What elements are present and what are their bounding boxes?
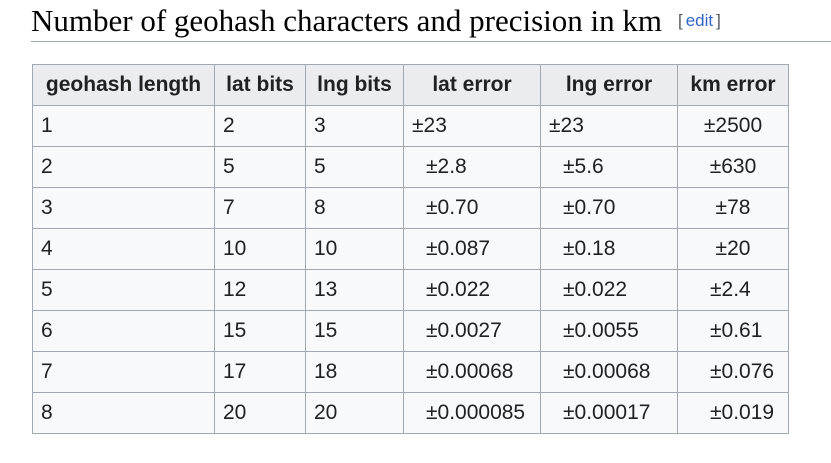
cell-geohash-length: 8 xyxy=(32,392,215,434)
cell-geohash-length: 5 xyxy=(32,269,215,311)
cell-lat-error: ±2.8 xyxy=(403,146,541,188)
table-row: 6 15 15 ±0.0027 ±0.0055 ±0.61 xyxy=(32,310,789,352)
cell-lng-error: ±0.18 xyxy=(540,228,678,270)
cell-lat-bits: 10 xyxy=(214,228,306,270)
cell-lng-error: ±0.022 xyxy=(540,269,678,311)
cell-lat-error: ±0.00068 xyxy=(403,351,541,393)
cell-lng-error: ±23 xyxy=(540,105,678,147)
column-header-lat-bits: lat bits xyxy=(214,64,306,106)
cell-lat-bits: 7 xyxy=(214,187,306,229)
cell-lng-bits: 15 xyxy=(305,310,404,352)
cell-km-error: ±630 xyxy=(677,146,789,188)
cell-geohash-length: 2 xyxy=(32,146,215,188)
cell-lat-bits: 15 xyxy=(214,310,306,352)
cell-lat-bits: 17 xyxy=(214,351,306,393)
column-header-lng-error: lng error xyxy=(540,64,678,106)
cell-lat-error: ±0.022 xyxy=(403,269,541,311)
cell-lng-error: ±0.0055 xyxy=(540,310,678,352)
cell-lat-error: ±0.70 xyxy=(403,187,541,229)
cell-km-error: ±20 xyxy=(677,228,789,270)
cell-lng-bits: 5 xyxy=(305,146,404,188)
cell-km-error: ±0.019 xyxy=(677,392,789,434)
cell-lng-bits: 8 xyxy=(305,187,404,229)
table-row: 3 7 8 ±0.70 ±0.70 ±78 xyxy=(32,187,789,229)
cell-lng-error: ±0.00017 xyxy=(540,392,678,434)
cell-lng-error: ±0.70 xyxy=(540,187,678,229)
table-row: 4 10 10 ±0.087 ±0.18 ±20 xyxy=(32,228,789,270)
table-row: 5 12 13 ±0.022 ±0.022 ±2.4 xyxy=(32,269,789,311)
cell-lat-error: ±0.000085 xyxy=(403,392,541,434)
cell-lat-error: ±0.0027 xyxy=(403,310,541,352)
cell-geohash-length: 1 xyxy=(32,105,215,147)
cell-geohash-length: 7 xyxy=(32,351,215,393)
edit-bracket-open: [ xyxy=(677,11,683,30)
cell-lat-error: ±0.087 xyxy=(403,228,541,270)
cell-km-error: ±0.076 xyxy=(677,351,789,393)
column-header-km-error: km error xyxy=(677,64,789,106)
table-header-row: geohash length lat bits lng bits lat err… xyxy=(32,64,789,106)
cell-km-error: ±0.61 xyxy=(677,310,789,352)
table-row: 2 5 5 ±2.8 ±5.6 ±630 xyxy=(32,146,789,188)
cell-km-error: ±2500 xyxy=(677,105,789,147)
cell-lat-bits: 5 xyxy=(214,146,306,188)
cell-lng-error: ±0.00068 xyxy=(540,351,678,393)
section-title: Number of geohash characters and precisi… xyxy=(31,3,662,38)
cell-lng-bits: 18 xyxy=(305,351,404,393)
cell-lat-error: ±23 xyxy=(403,105,541,147)
cell-lng-bits: 20 xyxy=(305,392,404,434)
geohash-precision-table: geohash length lat bits lng bits lat err… xyxy=(32,64,789,434)
cell-geohash-length: 3 xyxy=(32,187,215,229)
edit-bracket-close: ] xyxy=(716,11,721,30)
cell-lng-error: ±5.6 xyxy=(540,146,678,188)
edit-link[interactable]: edit xyxy=(685,11,714,30)
column-header-geohash-length: geohash length xyxy=(32,64,215,106)
cell-geohash-length: 6 xyxy=(32,310,215,352)
cell-lng-bits: 10 xyxy=(305,228,404,270)
cell-lng-bits: 13 xyxy=(305,269,404,311)
edit-section-links: [edit] xyxy=(678,11,721,30)
cell-lat-bits: 2 xyxy=(214,105,306,147)
cell-km-error: ±78 xyxy=(677,187,789,229)
column-header-lat-error: lat error xyxy=(403,64,541,106)
table-row: 7 17 18 ±0.00068 ±0.00068 ±0.076 xyxy=(32,351,789,393)
table-row: 8 20 20 ±0.000085 ±0.00017 ±0.019 xyxy=(32,392,789,434)
cell-geohash-length: 4 xyxy=(32,228,215,270)
table-row: 1 2 3 ±23 ±23 ±2500 xyxy=(32,105,789,147)
section-heading: Number of geohash characters and precisi… xyxy=(31,2,831,42)
column-header-lng-bits: lng bits xyxy=(305,64,404,106)
cell-lat-bits: 12 xyxy=(214,269,306,311)
cell-lat-bits: 20 xyxy=(214,392,306,434)
cell-lng-bits: 3 xyxy=(305,105,404,147)
cell-km-error: ±2.4 xyxy=(677,269,789,311)
